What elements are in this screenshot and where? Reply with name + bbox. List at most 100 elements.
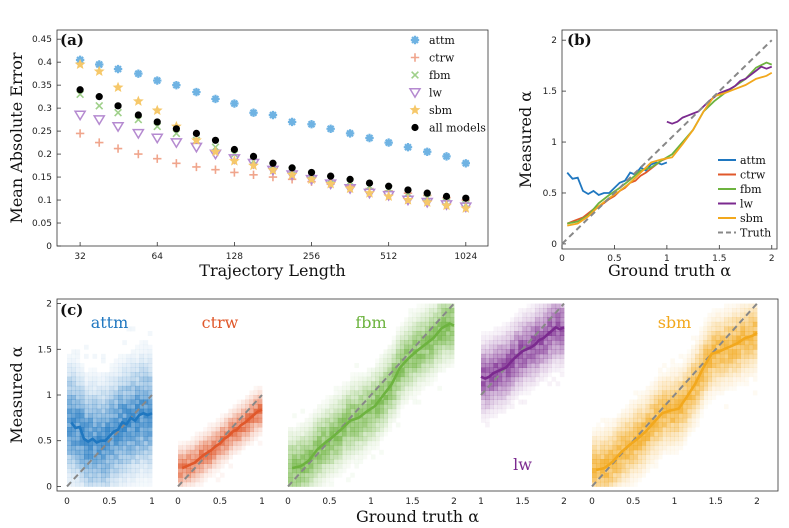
heatmap-cell — [84, 408, 89, 414]
heatmap-cell — [543, 303, 548, 309]
series-line-attm — [566, 161, 668, 197]
heatmap-cell — [317, 463, 322, 469]
heatmap-cell — [79, 385, 85, 391]
heatmap-cell — [245, 399, 250, 405]
heatmap-cell — [203, 472, 208, 478]
heatmap-cell — [143, 395, 149, 400]
heatmap-cell — [441, 317, 447, 323]
heatmap-cell — [130, 349, 136, 355]
heatmap-cell — [312, 463, 318, 469]
heatmap-cell — [312, 445, 318, 451]
heatmap-cell — [691, 404, 696, 410]
heatmap-cell — [497, 363, 503, 368]
heatmap-cell — [182, 440, 187, 446]
heatmap-cell — [92, 367, 98, 373]
heatmap-cell — [135, 372, 140, 378]
heatmap-cell — [387, 376, 393, 382]
heatmap-cell — [312, 468, 318, 474]
heatmap-cell — [362, 449, 368, 455]
heatmap-cell — [220, 459, 225, 464]
heatmap-cell — [391, 353, 397, 359]
heatmap-cell — [109, 376, 115, 382]
heatmap-cell — [547, 372, 552, 378]
heatmap-cell — [118, 463, 123, 469]
heatmap-cell — [75, 468, 81, 474]
heatmap-cell — [341, 440, 347, 446]
heatmap-cell — [362, 454, 368, 460]
heatmap-cell — [592, 449, 597, 455]
heatmap-cell — [143, 468, 149, 474]
heatmap-cell — [220, 422, 225, 428]
heatmap-cell — [715, 321, 721, 327]
y-tick-label: 1 — [551, 138, 557, 148]
heatmap-cell — [445, 358, 451, 364]
heatmap-cell — [135, 367, 140, 373]
heatmap-cell — [296, 440, 301, 446]
heatmap-cell — [79, 463, 85, 469]
heatmap-cell — [485, 358, 490, 364]
heatmap-cell — [130, 459, 136, 464]
heatmap-cell — [555, 349, 561, 355]
x-tick-label: 2 — [769, 254, 775, 264]
heatmap-cell — [317, 449, 322, 455]
heatmap-cell — [249, 390, 254, 396]
heatmap-cell — [186, 449, 191, 455]
heatmap-cell — [620, 449, 626, 455]
heatmap-cell — [122, 385, 127, 391]
heatmap-cell — [416, 326, 422, 332]
heatmap-cell — [670, 440, 675, 446]
heatmap-cell — [130, 422, 136, 428]
heatmap-cell — [190, 459, 196, 464]
heatmap-cell — [629, 468, 634, 474]
heatmap-cell — [126, 353, 132, 359]
data-point — [462, 194, 470, 202]
data-point — [230, 168, 239, 177]
heatmap-cell — [325, 440, 330, 446]
heatmap-cell — [559, 312, 565, 318]
heatmap-cell — [308, 472, 314, 478]
heatmap-cell — [312, 472, 318, 478]
heatmap-cell — [445, 317, 451, 323]
heatmap-cell — [341, 454, 347, 460]
heatmap-cell — [296, 477, 301, 483]
heatmap-cell — [292, 449, 297, 455]
heatmap-cell — [485, 367, 490, 373]
heatmap-cell — [67, 463, 72, 469]
heatmap-cell — [493, 372, 498, 378]
heatmap-cell — [337, 463, 343, 469]
heatmap-cell — [748, 367, 754, 373]
heatmap-cell — [143, 427, 149, 432]
heatmap-cell — [686, 363, 692, 368]
heatmap-cell — [682, 363, 688, 368]
heatmap-cell — [88, 367, 93, 373]
heatmap-cell — [130, 436, 136, 442]
heatmap-cell — [126, 326, 132, 332]
heatmap-cell — [79, 477, 85, 483]
heatmap-cell — [539, 376, 544, 382]
heatmap-cell — [358, 395, 364, 400]
data-point — [114, 108, 122, 117]
heatmap-cell — [292, 468, 297, 474]
legend-label: attm — [740, 154, 766, 167]
heatmap-cell — [375, 413, 380, 419]
heatmap-cell — [391, 358, 397, 364]
heatmap-cell — [135, 459, 140, 464]
heatmap-cell — [724, 331, 729, 336]
heatmap-cell — [139, 385, 144, 391]
heatmap-cell — [341, 390, 347, 396]
heatmap-cell — [257, 399, 263, 405]
heatmap-cell — [703, 317, 708, 323]
heatmap-cell — [333, 413, 339, 419]
heatmap-cell — [481, 372, 486, 378]
heatmap-cell — [67, 440, 72, 446]
heatmap-cell — [400, 353, 405, 359]
heatmap-cell — [126, 372, 132, 378]
heatmap-cell — [75, 367, 81, 373]
heatmap-cell — [317, 468, 322, 474]
heatmap-cell — [362, 385, 368, 391]
heatmap-cell — [412, 358, 418, 364]
heatmap-cell — [143, 472, 149, 478]
data-point — [95, 101, 104, 110]
heatmap-cell — [236, 427, 242, 432]
heatmap-cell — [748, 349, 754, 355]
